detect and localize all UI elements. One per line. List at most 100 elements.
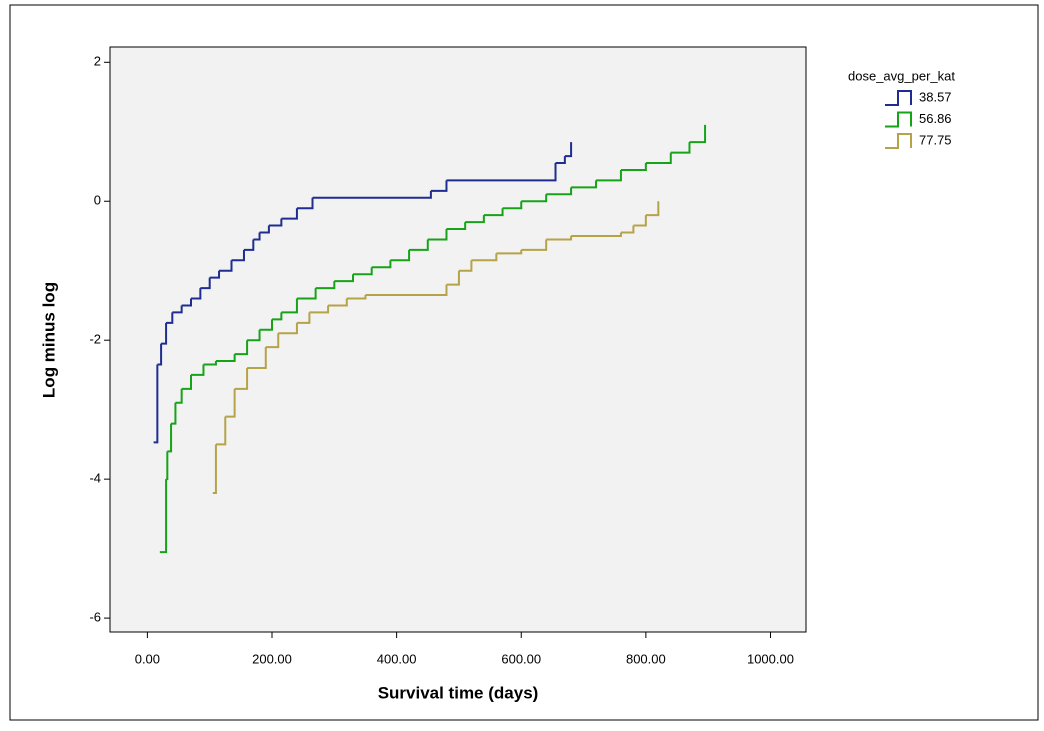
step-segment xyxy=(546,235,573,241)
step-segment xyxy=(645,152,672,165)
step-segment xyxy=(171,402,177,425)
step-segment xyxy=(365,284,448,297)
step-segment xyxy=(159,479,168,554)
step-segment xyxy=(521,194,548,203)
step-segment xyxy=(234,340,249,356)
legend-label: 38.57 xyxy=(919,89,952,104)
legend-label: 56.86 xyxy=(919,111,952,126)
step-segment xyxy=(521,239,548,251)
legend-swatch xyxy=(885,133,912,149)
step-segment xyxy=(203,361,217,366)
step-segment xyxy=(259,225,270,234)
step-segment xyxy=(225,388,236,418)
y-axis-title: Log minus log xyxy=(39,282,58,398)
step-segment xyxy=(253,232,261,241)
step-segment xyxy=(571,180,598,189)
step-segment xyxy=(166,312,174,324)
step-segment xyxy=(555,156,566,165)
legend-title: dose_avg_per_kat xyxy=(848,68,955,83)
x-tick-label: 1000.00 xyxy=(747,651,794,666)
step-segment xyxy=(296,312,311,324)
step-segment xyxy=(167,423,173,453)
y-tick-label: 2 xyxy=(94,54,101,69)
step-segment xyxy=(157,343,163,366)
step-segment xyxy=(281,208,298,220)
step-segment xyxy=(353,267,373,276)
step-segment xyxy=(620,225,635,234)
step-segment xyxy=(430,180,448,192)
step-segment xyxy=(175,388,183,404)
x-axis-title: Survival time (days) xyxy=(378,683,539,702)
step-segment xyxy=(315,281,336,290)
step-segment xyxy=(191,364,205,376)
step-segment xyxy=(446,163,557,182)
step-segment xyxy=(166,451,169,481)
x-tick-label: 200.00 xyxy=(252,651,292,666)
step-segment xyxy=(281,298,298,314)
x-tick-label: 800.00 xyxy=(626,651,666,666)
step-segment xyxy=(496,249,523,255)
step-segment xyxy=(247,329,261,342)
step-segment xyxy=(334,274,355,283)
step-segment xyxy=(571,232,622,237)
step-segment xyxy=(191,288,202,300)
x-tick-label: 0.00 xyxy=(135,651,160,666)
step-segment xyxy=(446,270,460,286)
step-segment xyxy=(309,305,330,314)
step-segment xyxy=(670,142,691,154)
step-segment xyxy=(268,218,283,227)
step-segment xyxy=(502,201,523,210)
step-segment xyxy=(458,260,473,272)
step-segment xyxy=(633,215,647,227)
step-segment xyxy=(272,312,283,321)
step-segment xyxy=(265,333,280,349)
step-segment xyxy=(596,169,622,182)
legend-swatch xyxy=(885,111,912,128)
step-segment xyxy=(172,305,183,314)
step-segment xyxy=(483,208,504,217)
step-segment xyxy=(645,201,660,217)
step-segment xyxy=(231,249,245,262)
step-segment xyxy=(446,222,467,231)
y-tick-label: -6 xyxy=(89,610,101,625)
step-segment xyxy=(181,298,193,307)
y-tick-label: -4 xyxy=(89,471,101,486)
step-segment xyxy=(161,322,168,345)
step-segment xyxy=(200,277,211,290)
step-segment xyxy=(471,253,498,262)
step-segment xyxy=(427,229,448,241)
step-segment xyxy=(620,163,647,171)
step-segment xyxy=(209,270,221,279)
step-segment xyxy=(153,364,159,444)
step-segment xyxy=(564,142,573,158)
legend-label: 77.75 xyxy=(919,132,952,147)
step-segment xyxy=(219,260,233,272)
y-tick-label: 0 xyxy=(94,193,101,208)
step-segment xyxy=(278,322,298,335)
step-segment xyxy=(243,239,255,251)
legend-swatch xyxy=(885,90,912,106)
plot-area xyxy=(109,46,807,633)
step-segment xyxy=(689,124,707,144)
step-segment xyxy=(312,190,432,199)
step-segment xyxy=(215,416,227,446)
step-segment xyxy=(212,444,217,495)
step-segment xyxy=(346,295,367,300)
step-segment xyxy=(259,319,274,331)
step-segment xyxy=(546,187,573,196)
x-tick-label: 600.00 xyxy=(501,651,541,666)
step-segment xyxy=(371,260,392,269)
step-segment xyxy=(465,215,485,224)
x-tick-label: 400.00 xyxy=(377,651,417,666)
step-segment xyxy=(247,347,267,369)
step-segment xyxy=(328,298,348,307)
step-segment xyxy=(390,249,411,262)
step-segment xyxy=(296,197,314,210)
step-segment xyxy=(296,288,317,300)
step-segment xyxy=(234,367,249,390)
y-tick-label: -2 xyxy=(89,332,101,347)
step-segment xyxy=(215,354,236,363)
step-segment xyxy=(181,374,193,390)
step-segment xyxy=(409,239,429,251)
